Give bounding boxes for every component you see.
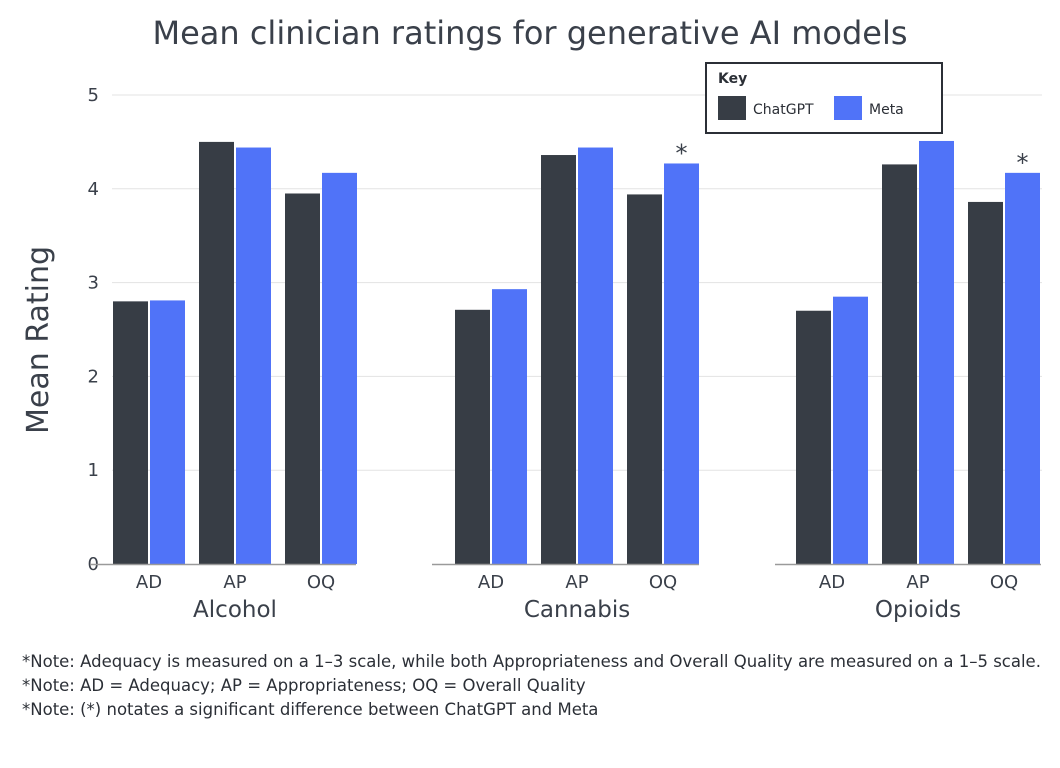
significance-marker: *: [676, 139, 688, 167]
note-scale: *Note: Adequacy is measured on a 1–3 sca…: [22, 652, 1041, 671]
bar: [664, 163, 699, 564]
bars: * *: [113, 139, 1040, 565]
x-tick-label: AP: [565, 572, 588, 593]
bar: [150, 300, 185, 564]
x-tick-label: AP: [223, 572, 246, 593]
bar: [492, 289, 527, 564]
x-tick-label: OQ: [649, 572, 677, 593]
legend-title: Key: [718, 71, 747, 87]
group-label: Opioids: [875, 597, 961, 623]
bar: [322, 172, 357, 564]
bar: [1005, 172, 1040, 564]
chart-title: Mean clinician ratings for generative AI…: [152, 14, 907, 52]
bar: [882, 164, 917, 565]
legend: Key ChatGPT Meta: [705, 62, 943, 134]
bar: [578, 147, 613, 564]
bar: [455, 309, 490, 564]
chart: Mean clinician ratings for generative AI…: [21, 14, 1042, 623]
significance-marker: *: [1017, 149, 1029, 177]
x-tick-label: AD: [478, 572, 504, 593]
note-significance: *Note: (*) notates a significant differe…: [22, 700, 599, 719]
x-tick-labels: AD AP OQ Alcohol AD AP OQ Cannabis AD AP OQ Opioids: [136, 572, 1018, 623]
bar: [541, 155, 576, 565]
y-axis-label: Mean Rating: [21, 246, 56, 434]
bar: [285, 193, 320, 565]
x-tick-label: AP: [906, 572, 929, 593]
bar: [236, 147, 271, 564]
y-tick-label: 3: [88, 273, 99, 294]
legend-swatch: [834, 96, 862, 120]
bar: [199, 141, 234, 564]
y-tick-label: 5: [88, 85, 99, 106]
y-tick-label: 1: [88, 460, 99, 481]
bar: [796, 310, 831, 564]
y-tick-label: 2: [88, 366, 99, 387]
legend-label: Meta: [869, 102, 904, 118]
y-tick-label: 4: [88, 179, 99, 200]
bar: [627, 194, 662, 565]
note-abbreviations: *Note: AD = Adequacy; AP = Appropriatene…: [22, 676, 586, 695]
x-tick-label: AD: [819, 572, 845, 593]
x-tick-label: OQ: [990, 572, 1018, 593]
group-label: Alcohol: [193, 597, 277, 623]
bar: [833, 296, 868, 564]
bar: [968, 201, 1003, 564]
x-tick-label: OQ: [307, 572, 335, 593]
bar: [113, 301, 148, 564]
group-label: Cannabis: [524, 597, 630, 623]
bar: [919, 140, 954, 564]
footnotes: *Note: Adequacy is measured on a 1–3 sca…: [22, 650, 1042, 722]
legend-swatch: [718, 96, 746, 120]
x-tick-label: AD: [136, 572, 162, 593]
legend-label: ChatGPT: [753, 102, 814, 118]
